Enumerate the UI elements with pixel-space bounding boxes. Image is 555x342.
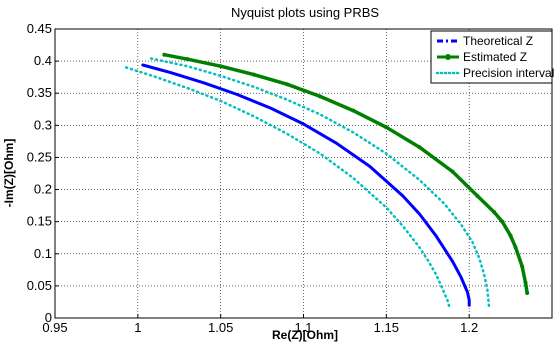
data-point	[523, 280, 528, 285]
series-layer	[124, 52, 530, 308]
y-tick-label: 0.1	[34, 246, 52, 261]
legend: Theoretical Z Estimated Z Precision interv…	[430, 30, 554, 84]
data-point	[417, 145, 422, 150]
y-axis: 0 0.05 0.1 0.15 0.2 0.25 0.3 0.35 0.4 0.45	[27, 21, 59, 325]
y-tick-label: 0.15	[27, 214, 52, 229]
data-point	[162, 52, 167, 57]
series-line	[162, 52, 529, 295]
series-3	[149, 57, 491, 308]
data-point	[492, 210, 497, 215]
y-tick-label: 0.25	[27, 149, 52, 164]
y-tick-label: 0.05	[27, 278, 52, 293]
x-tick-label: 0.95	[42, 320, 67, 335]
series-0	[141, 63, 471, 307]
x-tick-label: 1.05	[208, 320, 233, 335]
legend-label: Estimated Z	[463, 50, 527, 64]
data-point	[525, 290, 530, 295]
series-line	[141, 63, 471, 307]
series-line	[124, 66, 451, 308]
x-axis: 0.95 1 1.05 1.1 1.15 1.2	[42, 314, 478, 335]
legend-label: Theoretical Z	[463, 34, 533, 48]
legend-marker	[445, 54, 451, 60]
data-point	[520, 264, 525, 269]
y-tick-label: 0.2	[34, 182, 52, 197]
data-point	[450, 169, 455, 174]
data-point	[384, 125, 389, 130]
data-point	[284, 82, 289, 87]
y-tick-label: 0.45	[27, 21, 52, 36]
data-point	[218, 64, 223, 69]
series-line	[149, 57, 491, 308]
data-point	[251, 72, 256, 77]
data-point	[185, 57, 190, 62]
data-point	[500, 219, 505, 224]
data-point	[508, 233, 513, 238]
x-tick-label: 1	[134, 320, 141, 335]
data-point	[475, 193, 480, 198]
y-tick-label: 0.4	[34, 53, 52, 68]
y-tick-label: 0.35	[27, 85, 52, 100]
data-point	[513, 245, 518, 250]
chart-title: Nyquist plots using PRBS	[231, 5, 379, 20]
series-1	[162, 52, 530, 295]
series-2	[124, 66, 451, 308]
data-point	[318, 94, 323, 99]
y-axis-label: -Im(Z)[Ohm]	[2, 139, 16, 208]
y-tick-label: 0.3	[34, 117, 52, 132]
legend-label: Precision interval	[463, 66, 554, 80]
y-tick-label: 0	[45, 310, 52, 325]
x-tick-label: 1.1	[294, 320, 312, 335]
x-axis-label: Re(Z)[Ohm]	[272, 328, 338, 342]
data-point	[351, 108, 356, 113]
x-tick-label: 1.15	[374, 320, 399, 335]
x-tick-label: 1.2	[460, 320, 478, 335]
